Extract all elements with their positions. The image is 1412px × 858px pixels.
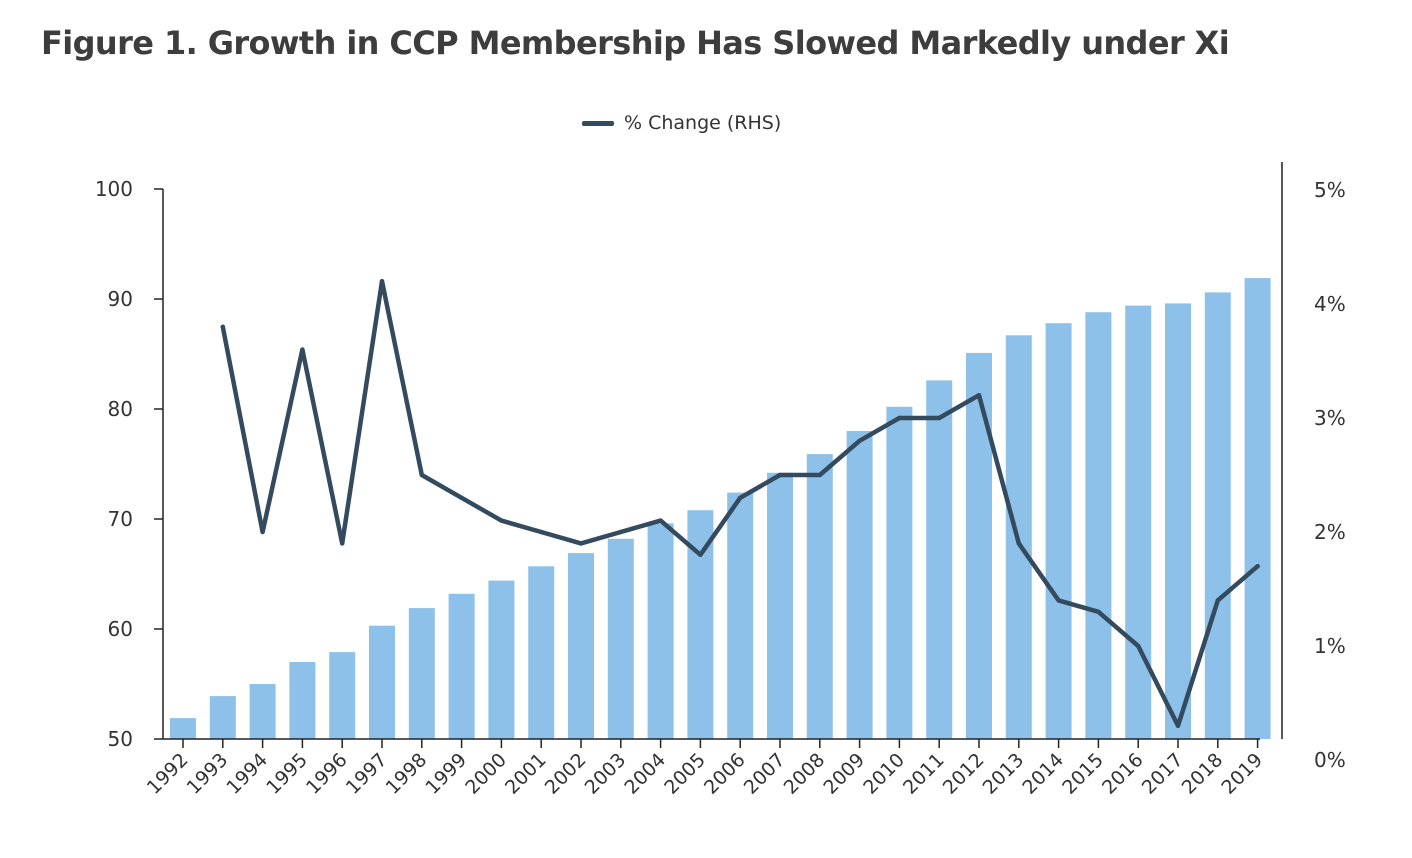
x-tick-label-1993: 1993 <box>183 749 233 799</box>
x-tick-label-2005: 2005 <box>660 749 710 799</box>
line-point-1996 <box>340 541 345 546</box>
x-tick-label-2014: 2014 <box>1018 749 1068 799</box>
bar-1997 <box>369 625 395 739</box>
right-tick-label-2pct: 2% <box>1314 520 1346 544</box>
bar-2015 <box>1085 312 1112 739</box>
bar-1994 <box>249 684 276 739</box>
bar-2001 <box>528 566 555 739</box>
line-point-2005 <box>698 552 703 557</box>
bar-2012 <box>966 352 992 739</box>
line-point-2013 <box>1016 541 1021 546</box>
bar-1996 <box>329 652 356 739</box>
x-tick-label-1999: 1999 <box>421 749 471 799</box>
line-point-1993 <box>220 324 225 329</box>
bar-1995 <box>289 662 316 739</box>
x-tick-label-2012: 2012 <box>939 749 989 799</box>
x-tick-label-1995: 1995 <box>262 749 312 799</box>
line-point-2017 <box>1175 723 1181 728</box>
x-tick-label-2017: 2017 <box>1138 749 1188 799</box>
x-tick-label-2004: 2004 <box>620 749 670 799</box>
x-tick-label-2001: 2001 <box>501 749 551 799</box>
bar-2010 <box>886 406 913 739</box>
bar-2003 <box>607 538 634 739</box>
right-tick-label-0pct: 0% <box>1314 748 1346 772</box>
chart-title: Figure 1. Growth in CCP Membership Has S… <box>41 24 1230 62</box>
bar-2008 <box>806 454 833 739</box>
line-point-2006 <box>738 495 743 500</box>
bar-2011 <box>926 380 953 739</box>
x-tick-label-2019: 2019 <box>1217 749 1267 799</box>
line-point-2012 <box>976 393 982 398</box>
bar-2000 <box>488 580 515 739</box>
bar-2017 <box>1165 303 1191 739</box>
line-point-2014 <box>1056 598 1061 603</box>
x-tick-label-2013: 2013 <box>979 749 1029 799</box>
line-point-1999 <box>459 495 464 500</box>
x-tick-label-2009: 2009 <box>819 749 869 799</box>
line-point-2016 <box>1136 643 1141 649</box>
legend-line-swatch <box>582 120 614 126</box>
x-tick-label-2006: 2006 <box>700 749 750 799</box>
line-point-2018 <box>1215 598 1221 603</box>
line-point-1995 <box>300 347 305 352</box>
right-tick-label-1pct: 1% <box>1314 634 1346 658</box>
x-tick-label-1998: 1998 <box>382 749 432 799</box>
left-tick-label-60: 60 <box>108 617 133 641</box>
line-point-2008 <box>817 472 822 478</box>
x-tick-label-2003: 2003 <box>581 749 631 799</box>
x-tick-label-2015: 2015 <box>1058 749 1108 799</box>
line-point-2007 <box>777 472 783 478</box>
bar-2006 <box>727 492 754 739</box>
x-tick-label-1996: 1996 <box>302 749 352 799</box>
bar-2004 <box>647 523 674 739</box>
bar-2019 <box>1244 278 1271 739</box>
left-tick-label-70: 70 <box>108 507 133 531</box>
bar-2018 <box>1204 292 1231 739</box>
bar-2009 <box>846 431 873 739</box>
right-tick-label-3pct: 3% <box>1314 406 1346 430</box>
x-tick-label-2010: 2010 <box>859 749 909 799</box>
left-tick-label-100: 100 <box>95 177 133 201</box>
bar-1992 <box>170 718 196 739</box>
bar-1993 <box>209 696 236 739</box>
bar-2016 <box>1125 305 1152 739</box>
line-point-1994 <box>260 529 265 535</box>
x-tick-label-2002: 2002 <box>541 749 591 799</box>
x-tick-label-2000: 2000 <box>461 749 511 799</box>
line-point-1997 <box>379 279 385 284</box>
x-tick-label-2007: 2007 <box>740 749 790 799</box>
x-tick-label-1997: 1997 <box>342 749 392 799</box>
chart-legend: % Change (RHS) <box>582 109 781 137</box>
line-point-2004 <box>658 518 663 523</box>
x-tick-label-2018: 2018 <box>1178 749 1228 799</box>
bar-1998 <box>408 608 435 739</box>
x-tick-label-1992: 1992 <box>143 749 193 799</box>
line-point-2019 <box>1255 564 1260 569</box>
x-tick-label-2011: 2011 <box>899 749 949 799</box>
left-tick-label-50: 50 <box>108 727 133 751</box>
line-point-1998 <box>419 472 424 478</box>
x-tick-label-2008: 2008 <box>780 749 830 799</box>
left-tick-label-90: 90 <box>108 287 133 311</box>
left-tick-label-80: 80 <box>108 397 133 421</box>
x-tick-label-1994: 1994 <box>222 749 272 799</box>
line-point-2002 <box>578 541 584 546</box>
x-tick-label-2016: 2016 <box>1098 749 1148 799</box>
line-point-2015 <box>1096 609 1101 614</box>
bar-1999 <box>448 593 475 739</box>
bar-2014 <box>1045 323 1072 739</box>
right-tick-label-4pct: 4% <box>1314 292 1346 316</box>
line-point-2000 <box>499 518 504 523</box>
right-tick-label-5pct: 5% <box>1314 178 1346 202</box>
line-point-2009 <box>857 438 862 443</box>
legend-line-label: % Change (RHS) <box>624 112 782 134</box>
bar-2007 <box>767 472 793 739</box>
line-point-2001 <box>539 529 544 535</box>
line-point-2003 <box>618 529 623 535</box>
bar-2002 <box>568 553 594 739</box>
line-point-2011 <box>937 415 942 421</box>
line-point-2010 <box>897 415 902 421</box>
